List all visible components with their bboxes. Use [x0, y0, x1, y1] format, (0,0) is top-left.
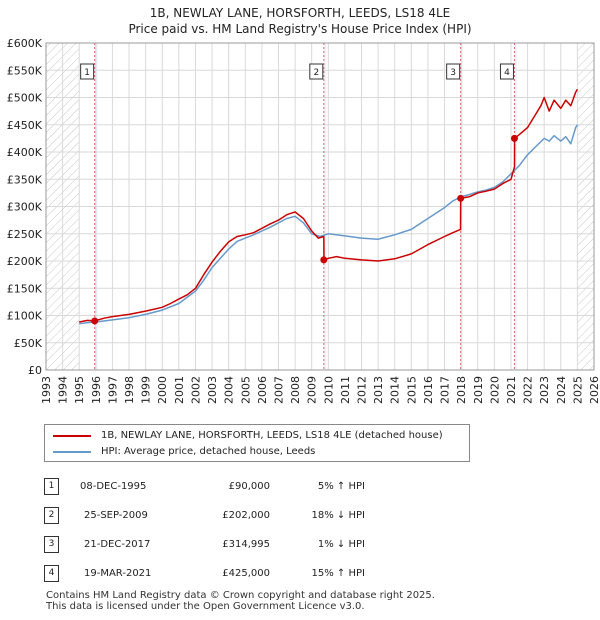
x-tick-label: 1997: [106, 376, 119, 404]
x-tick-label: 2008: [289, 376, 302, 404]
sale-label-box: [309, 63, 324, 80]
x-tick-label: 1994: [57, 376, 70, 404]
table-row: 1 08-DEC-1995 £90,000 5% ↑ HPI: [44, 472, 365, 501]
y-tick-label: £350K: [7, 173, 43, 186]
sale-marker: 1: [44, 478, 59, 495]
sale-label-box: [499, 63, 514, 80]
sale-marker: 2: [44, 507, 59, 524]
y-tick-label: £100K: [7, 310, 43, 323]
legend-swatch-red: [53, 434, 91, 437]
sale-price: £314,995: [222, 539, 270, 550]
chart-subtitle: Price paid vs. HM Land Registry's House …: [128, 22, 472, 36]
legend-item-property: 1B, NEWLAY LANE, HORSFORTH, LEEDS, LS18 …: [53, 430, 443, 441]
x-tick-label: 2021: [505, 376, 518, 404]
sale-label-text: 3: [450, 68, 456, 78]
legend: 1B, NEWLAY LANE, HORSFORTH, LEEDS, LS18 …: [44, 424, 470, 462]
sale-hpi-diff: 18% ↓ HPI: [311, 510, 365, 521]
legend-label-property: 1B, NEWLAY LANE, HORSFORTH, LEEDS, LS18 …: [101, 430, 443, 441]
sale-point: [510, 134, 518, 142]
x-tick-label: 2018: [455, 376, 468, 404]
sale-label-text: 2: [313, 68, 319, 78]
x-tick-label: 2010: [322, 376, 335, 404]
y-tick-label: £50K: [14, 337, 43, 350]
x-tick-label: 2023: [538, 376, 551, 404]
x-tick-label: 2000: [156, 376, 169, 404]
x-tick-label: 2004: [223, 376, 236, 404]
price-chart: 1 2 3 4 £0 £50K £100K £150K £200K £250K £300K £350…: [7, 37, 600, 404]
x-tick-label: 2001: [173, 376, 186, 404]
x-tick-label: 2015: [405, 376, 418, 404]
y-tick-label: £600K: [7, 37, 43, 50]
x-tick-label: 2007: [272, 376, 285, 404]
x-tick-label: 2020: [488, 376, 501, 404]
x-tick-label: 2024: [555, 376, 568, 404]
sale-marker: 3: [44, 536, 59, 553]
x-tick-label: 1993: [40, 376, 53, 404]
x-tick-label: 2016: [422, 376, 435, 404]
y-tick-label: £400K: [7, 146, 43, 159]
sale-point: [457, 194, 465, 202]
sale-hpi-diff: 5% ↑ HPI: [317, 481, 365, 492]
sale-price: £202,000: [222, 510, 270, 521]
sale-hpi-diff: 15% ↑ HPI: [311, 568, 365, 579]
series-line-property: [79, 88, 579, 323]
y-tick-label: £300K: [7, 201, 43, 214]
x-tick-label: 1999: [140, 376, 153, 404]
sale-point: [91, 317, 99, 325]
table-row: 3 21-DEC-2017 £314,995 1% ↓ HPI: [44, 530, 365, 559]
table-row: 4 19-MAR-2021 £425,000 15% ↑ HPI: [44, 559, 365, 588]
x-tick-label: 2026: [588, 376, 600, 404]
footer-copyright: Contains HM Land Registry data © Crown c…: [46, 590, 435, 601]
y-tick-label: £500K: [7, 92, 43, 105]
sale-marker: 4: [44, 565, 59, 582]
y-tick-label: £150K: [7, 282, 43, 295]
x-tick-label: 2019: [472, 376, 485, 404]
x-tick-label: 1996: [90, 376, 103, 404]
legend-item-hpi: HPI: Average price, detached house, Leed…: [53, 446, 315, 457]
x-tick-label: 1995: [73, 376, 86, 404]
sale-date: 25-SEP-2009: [84, 510, 148, 521]
sale-label-text: 4: [504, 68, 510, 78]
y-tick-label: £450K: [7, 119, 43, 132]
x-tick-label: 1998: [123, 376, 136, 404]
sale-label-box: [446, 63, 461, 80]
legend-label-hpi: HPI: Average price, detached house, Leed…: [101, 446, 316, 457]
y-tick-label: £250K: [7, 228, 43, 241]
sales-table: 1 08-DEC-1995 £90,000 5% ↑ HPI 2 25-SEP-…: [44, 472, 365, 588]
legend-swatch-blue: [53, 450, 91, 453]
plot-border: [45, 42, 595, 371]
sale-hpi-diff: 1% ↓ HPI: [317, 539, 365, 550]
x-tick-label: 2005: [239, 376, 252, 404]
series-line-hpi: [79, 124, 579, 325]
sale-label-box: [80, 63, 95, 80]
x-tick-label: 2017: [439, 376, 452, 404]
x-tick-label: 2025: [571, 376, 584, 404]
x-tick-label: 2014: [389, 376, 402, 404]
sale-date: 08-DEC-1995: [80, 481, 147, 492]
sale-price: £425,000: [222, 568, 270, 579]
y-tick-label: £550K: [7, 64, 43, 77]
table-row: 2 25-SEP-2009 £202,000 18% ↓ HPI: [44, 501, 365, 530]
x-tick-label: 2002: [189, 376, 202, 404]
x-tick-label: 2006: [256, 376, 269, 404]
x-tick-label: 2022: [522, 376, 535, 404]
sale-date: 19-MAR-2021: [84, 568, 152, 579]
footer-licence: This data is licensed under the Open Gov…: [46, 601, 365, 612]
sale-label-text: 1: [84, 68, 90, 78]
x-tick-label: 2013: [372, 376, 385, 404]
footer: Contains HM Land Registry data © Crown c…: [46, 590, 435, 612]
x-tick-label: 2011: [339, 376, 352, 404]
x-tick-label: 2003: [206, 376, 219, 404]
sale-price: £90,000: [228, 481, 270, 492]
sale-date: 21-DEC-2017: [84, 539, 151, 550]
y-tick-label: £0: [28, 364, 42, 377]
y-tick-label: £200K: [7, 255, 43, 268]
x-tick-label: 2012: [356, 376, 369, 404]
x-tick-label: 2009: [306, 376, 319, 404]
chart-title: 1B, NEWLAY LANE, HORSFORTH, LEEDS, LS18 …: [149, 6, 451, 20]
sale-point: [320, 256, 328, 264]
